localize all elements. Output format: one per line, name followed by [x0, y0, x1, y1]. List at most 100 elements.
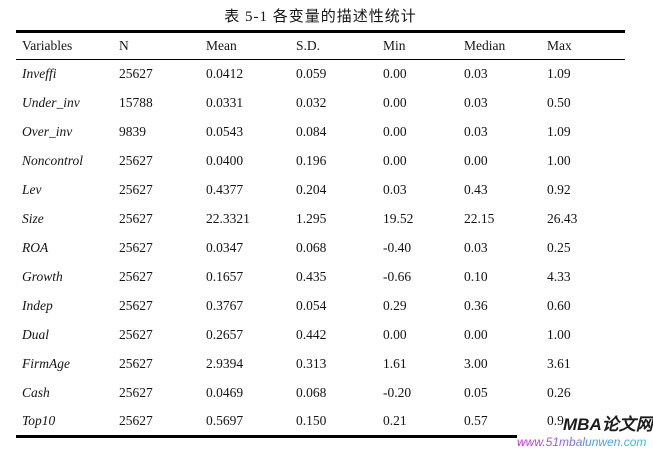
cell-mean: 0.5697 — [206, 413, 244, 429]
cell-sd: 0.054 — [296, 298, 327, 313]
table-row: Growth 25627 0.1657 0.435 -0.66 0.10 4.3… — [16, 263, 625, 292]
cell-n: 15788 — [119, 95, 153, 110]
table-row: Noncontrol 25627 0.0400 0.196 0.00 0.00 … — [16, 147, 625, 176]
cell-variable: Over_inv — [22, 124, 73, 139]
cell-n: 25627 — [119, 385, 153, 400]
table-caption: 表 5-1 各变量的描述性统计 — [224, 9, 417, 25]
cell-min: 1.61 — [383, 356, 407, 371]
watermark-url-text: www.51mbalunwen.com — [517, 435, 647, 449]
cell-variable: Growth — [22, 269, 63, 284]
cell-n: 25627 — [119, 356, 153, 371]
cell-min: -0.66 — [383, 269, 412, 284]
table-row: FirmAge 25627 2.9394 0.313 1.61 3.00 3.6… — [16, 350, 625, 379]
watermark-logo: MBA论文网 — [563, 415, 653, 434]
cell-mean: 0.3767 — [206, 298, 244, 313]
cell-max: 1.00 — [547, 153, 571, 168]
table-row: Size 25627 22.3321 1.295 19.52 22.15 26.… — [16, 205, 625, 234]
column-header-median: Median — [458, 31, 541, 60]
cell-median: 0.36 — [464, 298, 488, 313]
cell-max: 0.92 — [547, 182, 571, 197]
cell-n: 25627 — [119, 66, 153, 82]
cell-max: 0.25 — [547, 240, 571, 255]
cell-n: 25627 — [119, 269, 153, 284]
cell-median: 0.57 — [464, 413, 488, 429]
cell-sd: 0.150 — [296, 413, 327, 429]
table-row: Cash 25627 0.0469 0.068 -0.20 0.05 0.26 — [16, 379, 625, 408]
cell-median: 0.03 — [464, 95, 488, 110]
cell-min: 0.00 — [383, 95, 407, 110]
cell-sd: 0.196 — [296, 153, 327, 168]
cell-variable: Noncontrol — [22, 153, 84, 168]
cell-median: 0.03 — [464, 240, 488, 255]
table-row: Over_inv 9839 0.0543 0.084 0.00 0.03 1.0… — [16, 118, 625, 147]
cell-min: 0.00 — [383, 66, 407, 82]
cell-mean: 0.4377 — [206, 182, 244, 197]
cell-variable: Cash — [22, 385, 50, 400]
column-header-sd: S.D. — [290, 31, 377, 60]
cell-n: 25627 — [119, 327, 153, 342]
table-row: Lev 25627 0.4377 0.204 0.03 0.43 0.92 — [16, 176, 625, 205]
cell-min: -0.20 — [383, 385, 412, 400]
cell-median: 0.00 — [464, 153, 488, 168]
cell-variable: ROA — [22, 240, 49, 255]
column-header-min: Min — [377, 31, 458, 60]
cell-sd: 0.084 — [296, 124, 327, 139]
cell-variable: Top10 — [22, 413, 56, 429]
cell-mean: 0.0347 — [206, 240, 244, 255]
cell-max: 0.50 — [547, 95, 571, 110]
cell-variable: Dual — [22, 327, 49, 342]
cell-sd: 0.032 — [296, 95, 327, 110]
cell-variable: Inveffi — [22, 66, 57, 82]
cell-n: 25627 — [119, 153, 153, 168]
cell-n: 25627 — [119, 298, 153, 313]
cell-min: 0.00 — [383, 327, 407, 342]
cell-median: 0.03 — [464, 66, 488, 82]
cell-median: 0.05 — [464, 385, 488, 400]
table-row: Indep 25627 0.3767 0.054 0.29 0.36 0.60 — [16, 292, 625, 321]
cell-max: 1.09 — [547, 66, 571, 82]
cell-variable: Indep — [22, 298, 53, 313]
cell-max: 26.43 — [547, 211, 578, 226]
cell-n: 25627 — [119, 240, 153, 255]
cell-n: 9839 — [119, 124, 146, 139]
column-header-mean: Mean — [200, 31, 290, 60]
cell-mean: 0.0331 — [206, 95, 244, 110]
cell-variable: Under_inv — [22, 95, 80, 110]
cell-max: 1.00 — [547, 327, 571, 342]
cell-max: 1.09 — [547, 124, 571, 139]
cell-sd: 0.059 — [296, 66, 327, 82]
cell-max: 4.33 — [547, 269, 571, 284]
cell-sd: 0.442 — [296, 327, 327, 342]
cell-median: 0.00 — [464, 327, 488, 342]
cell-max: 3.61 — [547, 356, 571, 371]
cell-min: 0.29 — [383, 298, 407, 313]
cell-mean: 0.2657 — [206, 327, 244, 342]
cell-min: 19.52 — [383, 211, 414, 226]
cell-variable: Lev — [22, 182, 42, 197]
cell-max: 0.26 — [547, 385, 571, 400]
cell-min: 0.00 — [383, 153, 407, 168]
cell-sd: 1.295 — [296, 211, 327, 226]
column-header-variables: Variables — [16, 31, 113, 60]
table-row: Inveffi 25627 0.0412 0.059 0.00 0.03 1.0… — [16, 60, 625, 89]
cell-sd: 0.313 — [296, 356, 327, 371]
cell-median: 22.15 — [464, 211, 495, 226]
cell-min: 0.03 — [383, 182, 407, 197]
column-header-n: N — [113, 31, 200, 60]
cell-mean: 0.0412 — [206, 66, 244, 82]
cell-sd: 0.068 — [296, 240, 327, 255]
table-row: Under_inv 15788 0.0331 0.032 0.00 0.03 0… — [16, 89, 625, 118]
cell-median: 3.00 — [464, 356, 488, 371]
table-row: Top10 25627 0.5697 0.150 0.21 0.57 0.9 — [16, 408, 625, 437]
cell-variable: Size — [22, 211, 44, 226]
cell-mean: 2.9394 — [206, 356, 244, 371]
cell-mean: 0.0543 — [206, 124, 244, 139]
cell-min: 0.21 — [383, 413, 407, 429]
cell-sd: 0.204 — [296, 182, 327, 197]
cell-n: 25627 — [119, 211, 153, 226]
cell-max: 0.9 — [547, 413, 564, 429]
cell-mean: 0.0400 — [206, 153, 244, 168]
cell-max: 0.60 — [547, 298, 571, 313]
cell-median: 0.10 — [464, 269, 488, 284]
